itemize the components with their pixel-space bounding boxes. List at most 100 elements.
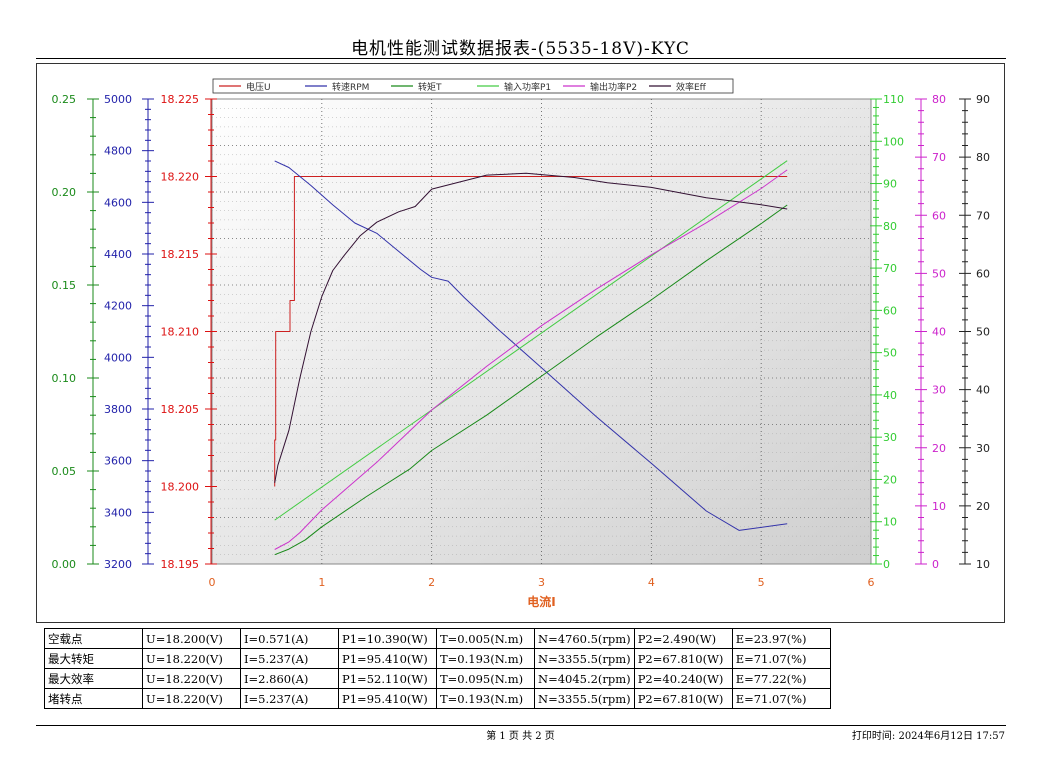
table-cell: P2=67.810(W)	[633, 648, 733, 669]
p2-tick-label: 30	[932, 384, 946, 397]
table-cell: E=23.97(%)	[731, 628, 831, 649]
series-line-voltage	[274, 176, 788, 487]
legend-entry: 转矩T	[418, 81, 442, 93]
p2-tick-label: 80	[932, 93, 946, 106]
p2-tick-label: 10	[932, 500, 946, 513]
voltage-tick-label: 18.210	[161, 326, 200, 339]
p1-tick-label: 50	[883, 347, 897, 360]
eff-tick-label: 20	[976, 500, 990, 513]
table-cell: U=18.220(V)	[142, 648, 241, 669]
p1-tick-label: 60	[883, 304, 897, 317]
table-cell: T=0.193(N.m)	[436, 648, 535, 669]
table-cell: P2=40.240(W)	[633, 668, 733, 689]
x-tick-label: 1	[318, 576, 325, 589]
rpm-tick-label: 4600	[104, 196, 132, 209]
voltage-tick-label: 18.205	[161, 403, 200, 416]
table-cell: I=5.237(A)	[240, 648, 339, 669]
table-row: 堵转点 U=18.220(V) I=5.237(A) P1=95.410(W) T=0.…	[44, 688, 831, 709]
rpm-tick-label: 4200	[104, 300, 132, 313]
p1-tick-label: 20	[883, 473, 897, 486]
table-cell: P1=95.410(W)	[338, 648, 437, 669]
rpm-tick-label: 4800	[104, 145, 132, 158]
eff-tick-label: 30	[976, 442, 990, 455]
rpm-tick-label: 4400	[104, 248, 132, 261]
table-row: 最大转矩 U=18.220(V) I=5.237(A) P1=95.410(W) T=0…	[44, 648, 831, 669]
table-cell: P2=2.490(W)	[633, 628, 733, 649]
x-tick-label: 5	[758, 576, 765, 589]
table-cell: T=0.095(N.m)	[436, 668, 535, 689]
table-cell: U=18.200(V)	[142, 628, 241, 649]
table-cell: P2=67.810(W)	[633, 688, 733, 709]
table-cell: 堵转点	[44, 688, 143, 709]
table-cell: U=18.220(V)	[142, 668, 241, 689]
torque-tick-label: 0.05	[52, 465, 77, 478]
page-number: 第 1 页 共 2 页	[486, 731, 555, 742]
title-divider	[36, 58, 1006, 59]
voltage-tick-label: 18.225	[161, 93, 200, 106]
table-cell: I=2.860(A)	[240, 668, 339, 689]
table-row: 最大效率 U=18.220(V) I=2.860(A) P1=52.110(W) T=0…	[44, 668, 831, 689]
series-line-rpm	[274, 160, 788, 531]
chart-frame: 0 1 2 3 4 5 6 电流I 0.00 0.05 0.10 0.15 0.20 0.25 3200 34…	[36, 63, 1005, 623]
table-cell: 最大转矩	[44, 648, 143, 669]
chart-legend	[212, 78, 734, 94]
summary-table: 空载点 U=18.200(V) I=0.571(A) P1=10.390(W) T=0.…	[44, 628, 831, 709]
eff-tick-label: 80	[976, 151, 990, 164]
table-cell: N=4760.5(rpm)	[534, 628, 635, 649]
eff-tick-label: 70	[976, 209, 990, 222]
rpm-tick-label: 3400	[104, 506, 132, 519]
series-line-torque	[274, 204, 788, 556]
table-cell: E=71.07(%)	[731, 648, 831, 669]
performance-chart: 0 1 2 3 4 5 6 电流I 0.00 0.05 0.10 0.15 0.20 0.25 3200 34…	[52, 78, 990, 609]
voltage-tick-label: 18.220	[161, 171, 200, 184]
legend-entry: 电压U	[246, 81, 271, 93]
p2-tick-label: 50	[932, 267, 946, 280]
x-tick-label: 2	[428, 576, 435, 589]
table-cell: I=0.571(A)	[240, 628, 339, 649]
torque-tick-label: 0.10	[52, 372, 77, 385]
voltage-tick-label: 18.200	[161, 481, 200, 494]
p2-tick-label: 60	[932, 209, 946, 222]
p1-tick-label: 70	[883, 262, 897, 275]
table-cell: T=0.193(N.m)	[436, 688, 535, 709]
torque-tick-label: 0.00	[52, 558, 77, 571]
eff-tick-label: 50	[976, 326, 990, 339]
table-cell: I=5.237(A)	[240, 688, 339, 709]
table-cell: N=3355.5(rpm)	[534, 688, 635, 709]
x-tick-label: 6	[868, 576, 875, 589]
legend-entry: 转速RPM	[332, 81, 369, 93]
print-timestamp: 打印时间: 2024年6月12日 17:57	[851, 731, 1005, 742]
voltage-tick-label: 18.195	[161, 558, 200, 571]
p2-tick-label: 0	[932, 558, 939, 571]
table-cell: N=4045.2(rpm)	[534, 668, 635, 689]
series-line-p2	[274, 169, 788, 550]
p1-tick-label: 100	[883, 135, 904, 148]
p2-tick-label: 20	[932, 442, 946, 455]
p2-tick-label: 70	[932, 151, 946, 164]
legend-entry: 效率Eff	[676, 81, 707, 93]
x-tick-label: 4	[648, 576, 655, 589]
torque-tick-label: 0.20	[52, 186, 77, 199]
table-cell: N=3355.5(rpm)	[534, 648, 635, 669]
voltage-tick-label: 18.215	[161, 248, 200, 261]
legend-entry: 输出功率P2	[590, 81, 637, 93]
table-cell: E=77.22(%)	[731, 668, 831, 689]
eff-tick-label: 60	[976, 267, 990, 280]
rpm-tick-label: 4000	[104, 351, 132, 364]
x-tick-label: 0	[209, 576, 216, 589]
torque-tick-label: 0.15	[52, 279, 77, 292]
report-title: 电机性能测试数据报表-(5535-18V)-KYC	[351, 39, 690, 59]
eff-tick-label: 40	[976, 384, 990, 397]
p1-tick-label: 80	[883, 220, 897, 233]
table-cell: P1=95.410(W)	[338, 688, 437, 709]
series-line-p1	[274, 160, 788, 521]
p1-tick-label: 90	[883, 178, 897, 191]
rpm-tick-label: 3200	[104, 558, 132, 571]
eff-tick-label: 90	[976, 93, 990, 106]
p2-tick-label: 40	[932, 326, 946, 339]
rpm-tick-label: 3600	[104, 455, 132, 468]
footer-divider	[36, 725, 1006, 726]
eff-tick-label: 10	[976, 558, 990, 571]
x-axis-label: 电流I	[527, 594, 555, 609]
rpm-tick-label: 5000	[104, 93, 132, 106]
